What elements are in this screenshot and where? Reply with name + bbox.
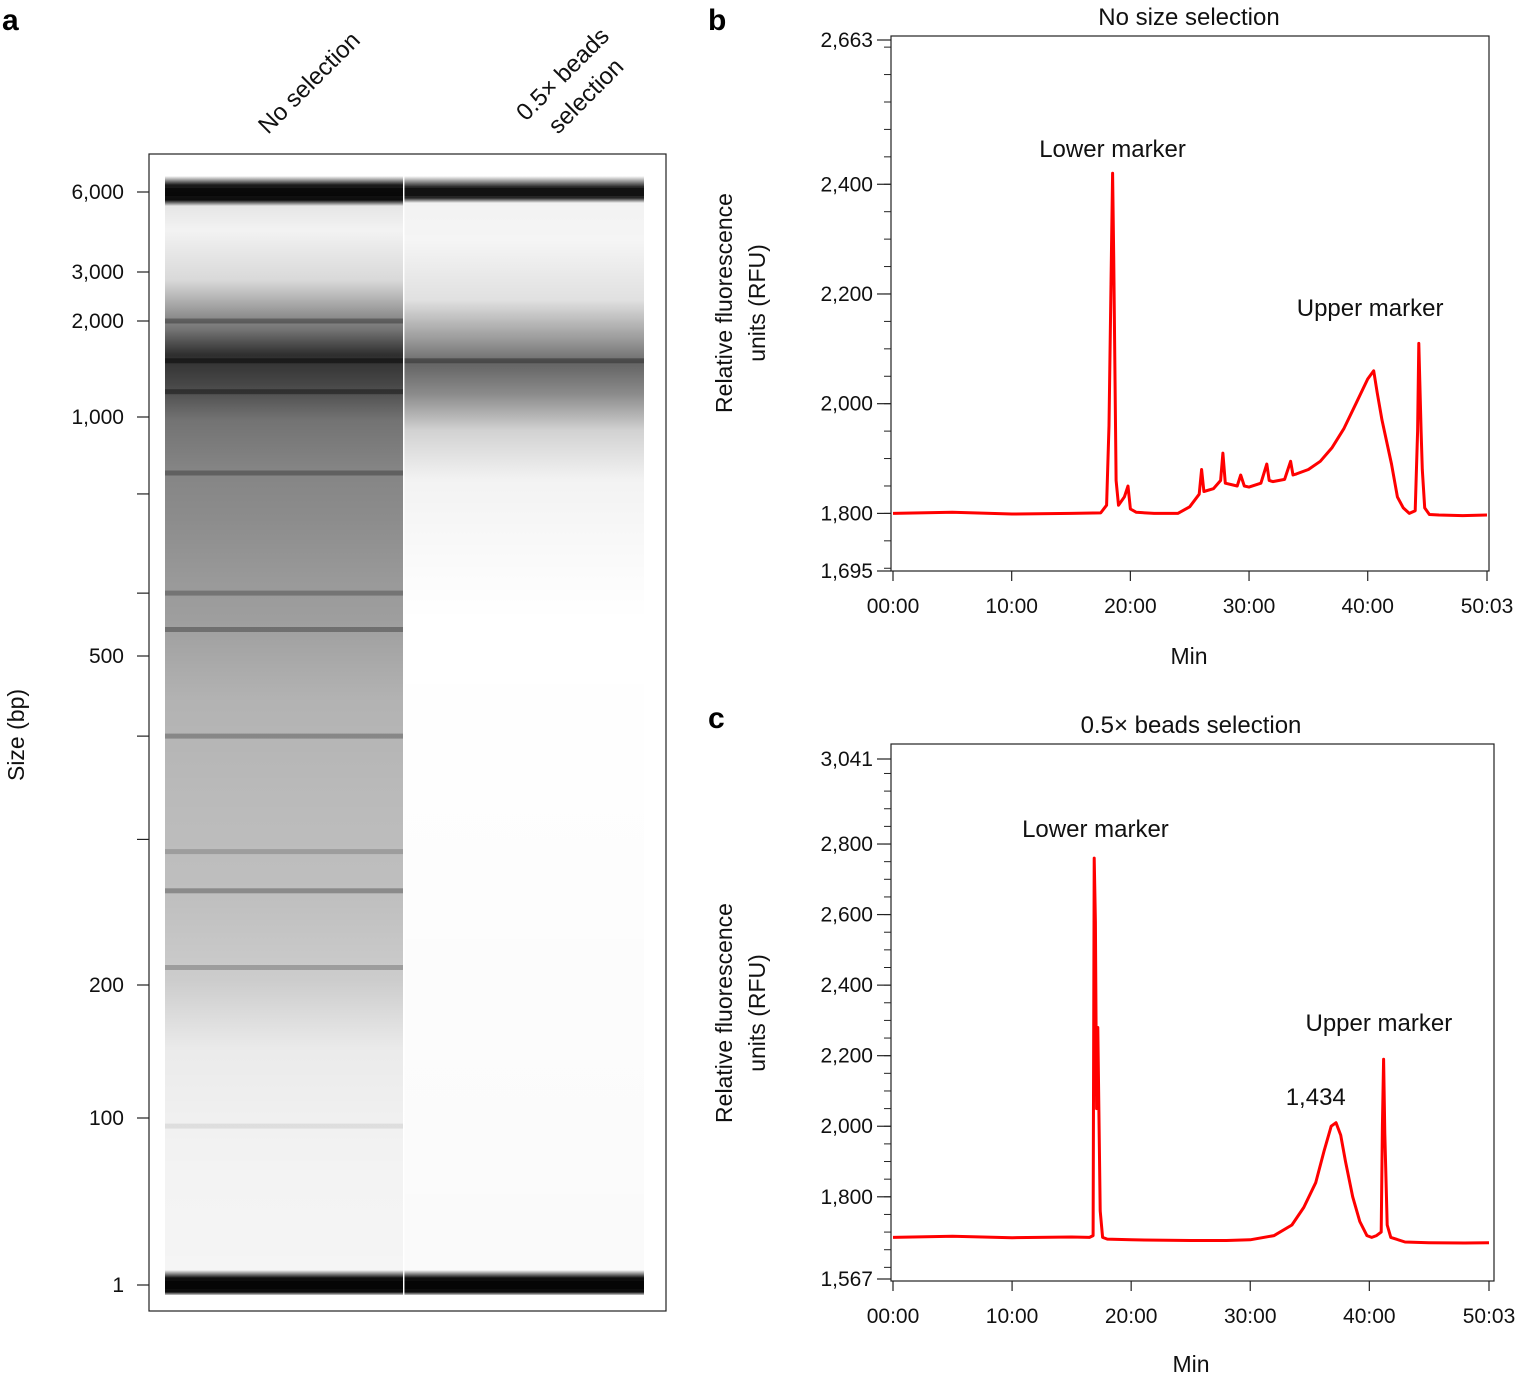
ytick-label: 2,000 bbox=[820, 393, 873, 416]
panel-letter-a: a bbox=[2, 4, 19, 37]
panel-b: No size selection Relative fluorescence … bbox=[711, 4, 1513, 669]
lane-label-no-selection: No selection bbox=[253, 27, 365, 139]
ytick-label: 2,200 bbox=[820, 283, 873, 306]
panel-b-frame bbox=[890, 35, 1490, 572]
panel-c-ylabel-line1: Relative fluorescence bbox=[711, 903, 737, 1123]
xtick-label: 30:00 bbox=[1224, 1305, 1277, 1328]
gel-band bbox=[404, 188, 644, 196]
panel-b-xlabel: Min bbox=[1170, 643, 1207, 669]
xtick-label: 00:00 bbox=[867, 1305, 920, 1328]
gel-ylabel: Size (bp) bbox=[3, 689, 29, 781]
panel-b-series-line bbox=[892, 171, 1488, 518]
xtick-label: 20:00 bbox=[1105, 1305, 1158, 1328]
ytick-label: 1,800 bbox=[820, 502, 873, 525]
gel-band bbox=[165, 733, 403, 739]
annotation-label: Upper marker bbox=[1297, 295, 1444, 322]
ytick-label: 1,800 bbox=[820, 1186, 873, 1209]
gel-band bbox=[165, 318, 403, 324]
ytick-label: 2,800 bbox=[820, 833, 873, 856]
gel-band bbox=[165, 358, 403, 364]
xtick-label: 10:00 bbox=[986, 1305, 1039, 1328]
xtick-label: 50:03 bbox=[1463, 1305, 1516, 1328]
panel-c-series-line bbox=[892, 856, 1490, 1245]
gel-band bbox=[404, 358, 644, 364]
ytick-label: 3,041 bbox=[820, 748, 873, 771]
panel-c-xlabel: Min bbox=[1172, 1351, 1209, 1374]
annotation-label: Upper marker bbox=[1305, 1010, 1452, 1037]
panel-c-ylabel-line2: units (RFU) bbox=[744, 954, 770, 1072]
panel-b-ylabel-line1: Relative fluorescence bbox=[711, 193, 737, 413]
annotation-label: Lower marker bbox=[1022, 816, 1169, 843]
lane-beads-selection bbox=[404, 175, 644, 1295]
gel-ytick-label: 3,000 bbox=[71, 261, 124, 284]
gel-band bbox=[165, 849, 403, 855]
annotation-label: 1,434 bbox=[1286, 1084, 1346, 1111]
gel-band bbox=[165, 888, 403, 894]
panel-c-frame bbox=[890, 743, 1495, 1282]
gel-ytick-label: 200 bbox=[89, 974, 124, 997]
ytick-label: 2,200 bbox=[820, 1045, 873, 1068]
gel-panel: No selection 0.5× beads selection Size (… bbox=[3, 23, 667, 1312]
gel-ytick-label: 6,000 bbox=[71, 181, 124, 204]
panel-c-title: 0.5× beads selection bbox=[1081, 712, 1302, 739]
ytick-label: 1,567 bbox=[820, 1268, 873, 1291]
gel-ytick-label: 1,000 bbox=[71, 406, 124, 429]
annotation-label: Lower marker bbox=[1039, 136, 1186, 163]
xtick-label: 00:00 bbox=[867, 595, 920, 618]
xtick-label: 10:00 bbox=[985, 595, 1038, 618]
xtick-label: 40:00 bbox=[1341, 595, 1394, 618]
gel-band bbox=[165, 470, 403, 476]
gel-ytick-label: 1 bbox=[112, 1274, 124, 1297]
gel-band bbox=[165, 1123, 403, 1129]
xtick-label: 40:00 bbox=[1343, 1305, 1396, 1328]
gel-band bbox=[165, 389, 403, 395]
gel-band bbox=[165, 1281, 403, 1289]
panel-letter-b: b bbox=[708, 4, 726, 37]
ytick-label: 2,400 bbox=[820, 173, 873, 196]
xtick-label: 30:00 bbox=[1223, 595, 1276, 618]
gel-ytick-label: 2,000 bbox=[71, 310, 124, 333]
gel-ytick-label: 100 bbox=[89, 1107, 124, 1130]
gel-band bbox=[165, 590, 403, 596]
ytick-label: 2,663 bbox=[820, 29, 873, 52]
panel-b-title: No size selection bbox=[1098, 4, 1279, 31]
gel-band bbox=[404, 1281, 644, 1289]
xtick-label: 50:03 bbox=[1461, 595, 1514, 618]
panel-c: 0.5× beads selection Relative fluorescen… bbox=[711, 712, 1515, 1374]
ytick-label: 2,600 bbox=[820, 904, 873, 927]
ytick-label: 1,695 bbox=[820, 560, 873, 583]
ytick-label: 2,000 bbox=[820, 1115, 873, 1138]
panel-b-ylabel-line2: units (RFU) bbox=[744, 244, 770, 362]
lane-no-selection bbox=[165, 175, 403, 1295]
gel-band bbox=[165, 965, 403, 970]
gel-ytick-label: 500 bbox=[89, 645, 124, 668]
xtick-label: 20:00 bbox=[1104, 595, 1157, 618]
panel-letter-c: c bbox=[708, 702, 725, 735]
gel-band bbox=[165, 627, 403, 632]
ytick-label: 2,400 bbox=[820, 974, 873, 997]
gel-band bbox=[165, 188, 403, 196]
